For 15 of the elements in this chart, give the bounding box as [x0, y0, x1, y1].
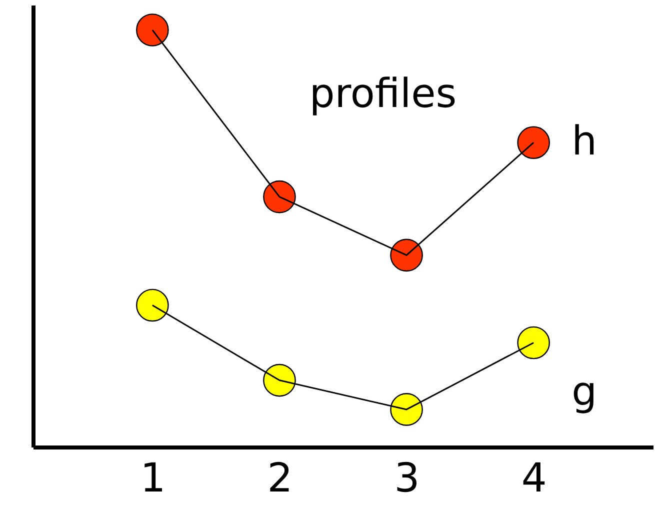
text: profiles	[309, 71, 457, 117]
x-tick-label: 4	[521, 456, 547, 502]
point	[517, 126, 550, 159]
point	[136, 14, 169, 46]
point	[390, 393, 423, 426]
point	[263, 364, 296, 397]
point	[517, 326, 550, 360]
point	[263, 180, 296, 214]
series-label: g	[572, 368, 597, 415]
x-tick-label: 3	[394, 456, 420, 502]
x-tick-label: 2	[267, 456, 293, 502]
point	[136, 288, 169, 322]
series-label: h	[572, 118, 597, 165]
point	[390, 238, 423, 272]
x-tick-label: 1	[140, 456, 166, 502]
